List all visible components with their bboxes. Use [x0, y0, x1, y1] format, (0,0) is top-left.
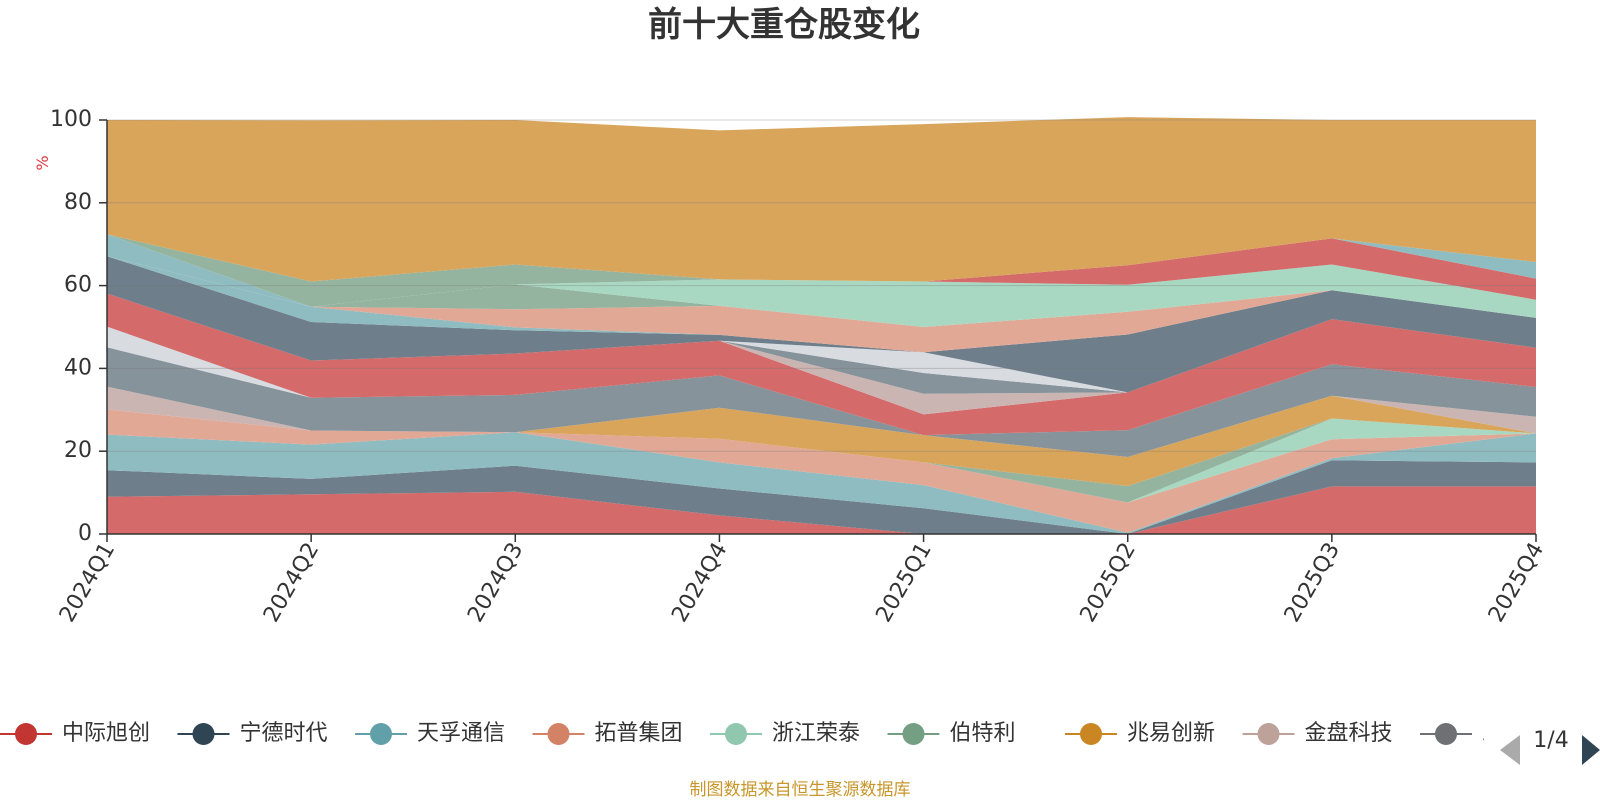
legend-item[interactable]: 三花 — [1420, 721, 1526, 746]
y-axis-unit: % — [33, 155, 52, 170]
area-series-20 — [107, 256, 1536, 327]
y-tick-label: 20 — [64, 438, 92, 463]
area-series-1 — [107, 486, 1536, 534]
legend-item[interactable]: 伯特利 — [887, 721, 1016, 746]
area-series-23 — [107, 234, 1536, 307]
x-tick-label: 2024Q3 — [463, 539, 528, 627]
legend-item[interactable]: 宁德时代 — [177, 721, 328, 746]
axes — [99, 119, 1537, 542]
source-note: 制图数据来自恒生聚源数据库 — [690, 780, 911, 800]
y-tick-label: 100 — [50, 107, 92, 132]
legend-label: 拓普集团 — [595, 721, 683, 746]
x-tick-label: 2025Q2 — [1076, 539, 1141, 627]
legend-item[interactable]: 兆易创新 — [1065, 721, 1215, 746]
legend-page-indicator: 1/4 — [1533, 728, 1568, 753]
legend-label: 伯特利 — [950, 721, 1016, 746]
legend-label: 三花 — [1482, 721, 1526, 746]
y-tick-label: 0 — [78, 521, 92, 546]
area-series-group — [107, 117, 1536, 535]
y-tick-label: 80 — [64, 190, 92, 215]
legend-pager: 1/4 — [1500, 728, 1600, 765]
area-series-9 — [107, 347, 1536, 457]
legend-item[interactable]: 拓普集团 — [532, 721, 683, 746]
legend-prev-icon[interactable] — [1500, 735, 1520, 765]
legend: 中际旭创 宁德时代 天孚通信 拓普集团 浙江荣泰 伯特利 兆易创新 金盘科技 三花 — [0, 721, 1526, 746]
x-tick-label: 2024Q4 — [667, 539, 732, 627]
area-series-21 — [107, 238, 1536, 307]
legend-label: 宁德时代 — [240, 721, 328, 746]
area-series-16 — [107, 256, 1536, 393]
y-tick-label: 60 — [64, 273, 92, 298]
legend-item[interactable]: 中际旭创 — [0, 721, 150, 746]
legend-label: 金盘科技 — [1305, 721, 1393, 746]
area-series-7 — [107, 395, 1536, 486]
legend-label: 中际旭创 — [62, 721, 150, 746]
y-tick-labels: 0 20 40 60 80 100 — [50, 107, 92, 546]
x-tick-label: 2024Q2 — [259, 539, 324, 627]
area-series-3 — [107, 432, 1536, 534]
x-tick-label: 2025Q3 — [1280, 539, 1345, 627]
y-tick-label: 40 — [64, 355, 92, 380]
area-series-12 — [107, 293, 1536, 436]
legend-label: 天孚通信 — [417, 721, 505, 746]
legend-item[interactable]: 金盘科技 — [1242, 721, 1393, 746]
x-tick-labels: 2024Q1 2024Q2 2024Q3 2024Q4 2025Q1 2025Q2 2025… — [55, 539, 1549, 627]
legend-item[interactable]: 浙江荣泰 — [710, 721, 860, 746]
x-tick-label: 2024Q1 — [55, 539, 120, 627]
area-series-2 — [107, 460, 1536, 534]
legend-label: 兆易创新 — [1127, 721, 1215, 746]
area-series-18 — [107, 256, 1536, 353]
legend-item[interactable]: 天孚通信 — [355, 721, 505, 746]
legend-label: 浙江荣泰 — [772, 721, 860, 746]
x-tick-label: 2025Q4 — [1484, 539, 1549, 627]
chart-title: 前十大重仓股变化 — [648, 5, 920, 45]
area-series-6 — [107, 409, 1536, 503]
area-series-4 — [107, 409, 1536, 533]
area-series-24 — [107, 117, 1536, 282]
x-tick-label: 2025Q1 — [871, 539, 936, 627]
legend-next-icon[interactable] — [1582, 735, 1600, 765]
area-series-5 — [107, 409, 1536, 503]
